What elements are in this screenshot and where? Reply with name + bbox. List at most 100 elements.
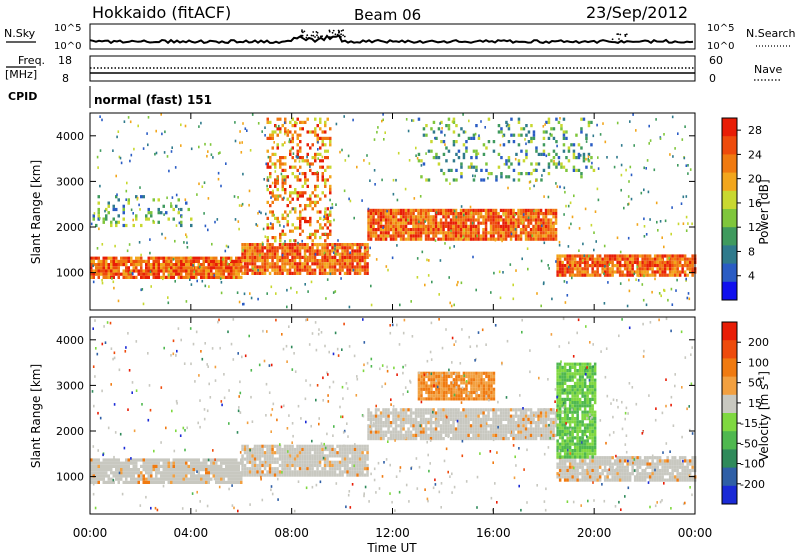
power-echo-cell [596,254,599,258]
power-echo-cell [293,265,297,269]
power-echo-cell [258,268,262,272]
velocity-echo-cell [296,444,299,448]
power-echo-cell [323,259,327,263]
power-echo-cell [195,275,198,279]
velocity-echo-cell [556,475,559,479]
power-echo-cell [246,259,249,263]
power-echo-cell [573,264,577,268]
velocity-echo-cell [150,471,153,475]
power-echo-cell [296,152,299,156]
power-echo-cell [314,200,317,204]
power-echo-cell [467,224,470,228]
velocity-echo-cell [281,457,284,461]
power-echo-cell [510,117,513,121]
power-echo-cell [301,255,304,259]
power-echo-cell [271,243,274,247]
velocity-echo-cell [512,427,515,431]
velocity-echo-cell [100,477,103,481]
power-echo-cell [544,237,548,241]
power-echo-cell [621,270,624,274]
nsearch-dot [338,31,340,34]
power-sparse-echo [288,140,290,144]
power-sparse-echo [334,247,336,251]
power-echo-cell [296,117,299,121]
power-echo-cell [509,221,513,225]
power-echo-cell [522,208,525,212]
power-echo-cell [202,266,205,270]
velocity-echo-cell [105,458,108,462]
velocity-echo-cell [358,460,362,464]
power-sparse-echo [377,126,379,129]
power-echo-cell [256,246,259,250]
power-echo-cell [517,221,520,225]
velocity-echo-cell [529,433,533,437]
power-sparse-echo [490,291,492,294]
velocity-echo-cell [479,411,483,415]
power-echo-cell [611,270,614,274]
power-echo-cell [658,264,662,268]
power-echo-cell [504,215,508,219]
power-colorbar-swatch [722,136,737,155]
velocity-echo-cell [429,424,433,428]
power-echo-cell [591,267,594,271]
power-echo-cell [246,268,249,272]
power-sparse-echo [383,138,385,141]
power-echo-cell [150,214,153,218]
power-echo-cell [291,259,294,263]
power-sparse-echo [512,297,515,301]
velocity-echo-cell [351,467,354,471]
velocity-echo-cell [494,421,498,425]
velocity-echo-cell [100,464,103,468]
power-sparse-echo [597,198,600,202]
velocity-echo-cell [177,464,180,468]
power-echo-cell [539,212,543,216]
power-echo-cell [414,234,418,238]
power-echo-cell [246,255,249,259]
power-echo-cell [445,146,448,150]
velocity-echo-cell [489,430,493,434]
velocity-echo-cell [504,437,508,441]
velocity-echo-cell [472,433,475,437]
power-echo-cell [484,218,488,222]
power-echo-cell [497,152,501,156]
velocity-echo-cell [367,427,370,431]
velocity-echo-cell [509,424,513,428]
power-sparse-echo [416,156,419,160]
power-echo-cell [324,184,327,188]
power-echo-cell [427,237,430,241]
power-echo-cell [467,208,470,212]
power-echo-cell [658,267,662,271]
power-sparse-echo [628,289,631,293]
velocity-echo-cell [419,414,423,418]
velocity-echo-cell [419,427,423,431]
power-echo-cell [288,268,292,272]
velocity-echo-cell [132,468,135,472]
nave-tick-top: 60 [709,54,723,67]
power-echo-cell [452,130,456,134]
power-echo-cell [514,212,518,216]
velocity-echo-cell [571,459,574,463]
power-echo-cell [432,228,435,232]
power-echo-cell [333,259,337,263]
velocity-echo-cell [534,414,538,418]
velocity-echo-cell [492,417,495,421]
power-echo-cell [152,272,155,276]
power-echo-cell [392,221,395,225]
power-echo-cell [294,239,297,243]
power-echo-cell [127,198,130,202]
velocity-echo-cell [303,463,307,468]
power-sparse-echo [234,218,237,221]
velocity-echo-cell [467,408,470,412]
power-echo-cell [676,257,679,261]
power-echo-cell [437,221,440,225]
power-echo-cell [529,228,533,232]
power-echo-cell [137,263,140,267]
velocity-echo-cell [155,458,158,462]
power-echo-cell [369,221,373,225]
power-echo-cell [484,224,488,228]
power-sparse-echo [648,124,650,128]
velocity-echo-cell [147,458,150,462]
power-sparse-echo [258,210,261,213]
power-echo-cell [331,265,334,269]
power-echo-cell [298,246,302,250]
